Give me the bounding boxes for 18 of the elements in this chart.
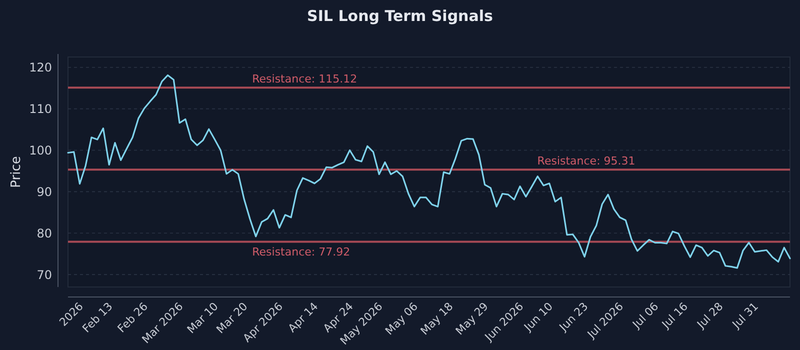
y-axis-title: Price [9, 156, 24, 188]
x-tick-label: Apr 14 [286, 300, 321, 335]
line-series [67, 74, 791, 269]
y-tick-label: 70 [36, 268, 52, 282]
chart-title: SIL Long Term Signals [307, 7, 494, 25]
x-tick-label: Jul 28 [694, 300, 726, 332]
y-tick-label: 80 [36, 226, 52, 240]
y-tick-label: 100 [29, 143, 52, 158]
x-tick-label: Jul 31 [729, 300, 761, 332]
ref-line-label: Resistance: 115.12 [252, 72, 358, 86]
y-tick-label: 90 [36, 184, 52, 199]
x-tick-label: Jul 16 [658, 300, 690, 332]
ref-line-label: Resistance: 95.31 [537, 154, 636, 168]
x-tick-label: Jun 10 [521, 300, 556, 334]
y-tick-label: 110 [29, 102, 52, 116]
y-tick-label: 120 [29, 60, 52, 75]
ref-line-label: Resistance: 77.92 [252, 246, 350, 259]
x-tick-label: Jul 06 [629, 300, 662, 332]
